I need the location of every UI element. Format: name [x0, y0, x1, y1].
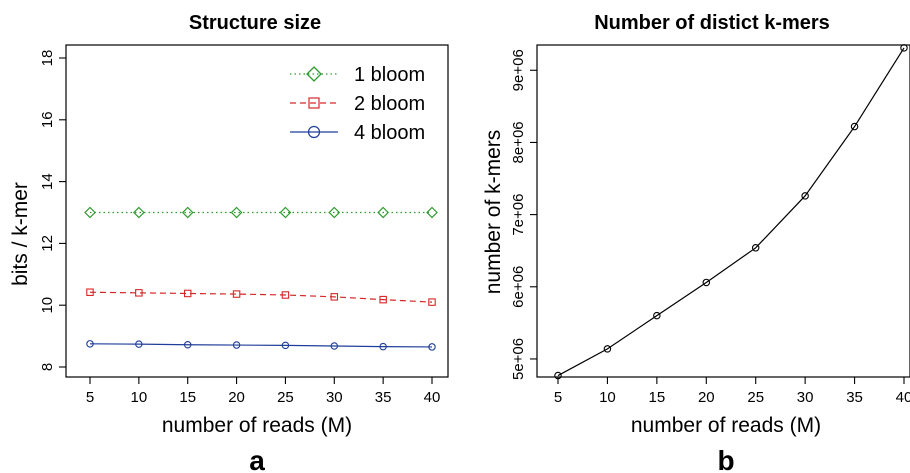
legend-item-1: 1 bloom: [290, 64, 425, 86]
panel-a-series-2-point: [281, 291, 290, 299]
panel-a-series-1-point: [230, 206, 243, 219]
panel-b-series-group: [554, 44, 908, 380]
panel-b-series-1-point: [554, 371, 562, 380]
panel-a-series-1-point: [328, 206, 341, 219]
panel-a-x-tick-label: 15: [179, 389, 196, 406]
panel-a-x-tick-label: 10: [131, 389, 148, 406]
legend-item-2: 2 bloom: [290, 93, 425, 115]
panel-b-x-tick-label: 5: [554, 389, 562, 406]
panel-b-y-axis-label: number of k-mers: [482, 130, 505, 295]
panel-a-series-1-point: [133, 206, 145, 219]
panel-b-x-tick-label: 30: [797, 389, 814, 406]
panel-b-x-tick-label: 20: [698, 389, 715, 406]
panel-a-y-tick-label: 16: [39, 111, 56, 128]
panel-b-series-1: [554, 44, 908, 380]
panel-a-x-tick-label: 35: [375, 389, 392, 406]
panel-b-x-tick-label: 35: [846, 389, 863, 406]
panel-b-y-tick-label: 5e+06: [510, 338, 527, 380]
panel-a-series-3-point: [183, 341, 192, 349]
panel-a-series-3-point: [232, 341, 241, 349]
panel-b-y-tick-label: 8e+06: [510, 121, 527, 163]
panel-a-series-3-point: [135, 340, 143, 348]
panel-a-y-tick-label: 8: [39, 363, 56, 371]
panel-b-x-axis: 5 10 15 20 25 30 35 40: [554, 377, 910, 406]
panel-a-series-1-point: [279, 206, 292, 219]
panel-b-title: Number of distict k-mers: [594, 12, 830, 34]
panel-a-letter: a: [249, 445, 265, 473]
panel-a-series-2: [86, 288, 436, 306]
panel-a-series-2-point: [379, 295, 387, 304]
panel-a-series-2-point: [135, 289, 143, 297]
panel-a-series-1-point: [377, 206, 389, 219]
panel-b-series-1-line: [557, 47, 905, 377]
panel-b-x-tick-label: 10: [599, 389, 616, 406]
panel-b-x-tick-label: 25: [747, 389, 764, 406]
panel-a-series-2-line: [89, 291, 433, 303]
legend-label: 1 bloom: [354, 64, 425, 86]
panel-a-x-tick-label: 20: [228, 389, 245, 406]
panel-a-series-3-point: [330, 342, 339, 350]
panel-b-letter: b: [717, 445, 734, 473]
panel-b-distinct-kmers: Number of distict k-mers 5 10 15 20 25 30 35 40…: [482, 12, 910, 473]
panel-a-y-tick-label: 18: [39, 50, 56, 67]
panel-a-series-2-point: [183, 289, 192, 298]
panel-b-series-1-point: [603, 345, 612, 353]
panel-b-y-tick-label: 6e+06: [510, 266, 527, 308]
panel-a-series-1: [84, 206, 438, 219]
panel-a-x-axis-label: number of reads (M): [162, 414, 352, 437]
panel-a-series-3-line: [89, 343, 433, 348]
panel-a-x-axis: 5 10 15 20 25 30 35 40: [86, 377, 441, 406]
panel-b-x-axis-label: number of reads (M): [631, 414, 821, 437]
panel-a-series-1-point: [84, 206, 96, 219]
panel-b-y-axis: 5e+06 6e+06 7e+06 8e+06 9e+06: [510, 49, 537, 380]
legend-marker-square: [308, 97, 320, 109]
panel-a-series-3-point: [86, 340, 94, 348]
panel-a-series-3-point: [379, 342, 387, 351]
panel-a-series-3-point: [281, 341, 290, 350]
panel-a-y-axis: 8 10 12 14 16 18: [39, 50, 66, 371]
panel-a-x-tick-label: 40: [424, 389, 441, 406]
panel-b-x-tick-label: 15: [649, 389, 666, 406]
panel-a-y-axis-label: bits / k-mer: [9, 182, 32, 286]
legend-marker-diamond: [306, 66, 322, 82]
panel-a-plot-frame: [65, 44, 449, 378]
legend-label: 4 bloom: [354, 122, 425, 144]
panel-b-series-1-point: [900, 44, 908, 52]
panel-a-series-1-point: [181, 206, 194, 219]
panel-b-series-1-point: [653, 311, 661, 320]
panel-b-plot-frame: [536, 44, 910, 378]
panel-b-y-tick-label: 7e+06: [510, 194, 527, 236]
panel-a-x-tick-label: 5: [86, 389, 94, 406]
legend-item-3: 4 bloom: [290, 122, 425, 144]
panel-a-legend: 1 bloom 2 bloom 4 bloom: [290, 64, 425, 144]
panel-a-series-2-point: [86, 288, 94, 296]
panel-a-series-2-point: [330, 293, 339, 301]
panel-a-series-2-point: [232, 290, 241, 298]
panel-a-series-3: [86, 340, 436, 351]
panel-a-y-tick-label: 12: [39, 235, 56, 252]
panel-a-x-tick-label: 30: [326, 389, 343, 406]
panel-a-series-1-point: [426, 206, 438, 219]
legend-marker-circle: [307, 125, 321, 139]
panel-b-series-1-point: [801, 192, 809, 200]
panel-a-structure-size: Structure size 5 10 15 20 25 30 35 40 8 10 12 14 16…: [9, 12, 449, 473]
panel-b-y-tick-label: 9e+06: [510, 49, 527, 91]
panel-a-x-tick-label: 25: [277, 389, 294, 406]
panel-b-x-tick-label: 40: [896, 389, 910, 406]
legend-label: 2 bloom: [354, 93, 425, 115]
panel-a-title: Structure size: [189, 12, 321, 34]
panel-a-y-tick-label: 10: [39, 297, 56, 314]
panel-a-series-3-point: [428, 343, 436, 351]
panel-b-series-1-point: [850, 122, 859, 131]
panel-b-series-1-point: [702, 278, 711, 287]
panel-b-series-1-point: [751, 244, 760, 252]
panel-a-y-tick-label: 14: [39, 173, 56, 190]
panel-a-series-group: [84, 206, 438, 351]
panel-a-series-2-point: [428, 298, 436, 306]
